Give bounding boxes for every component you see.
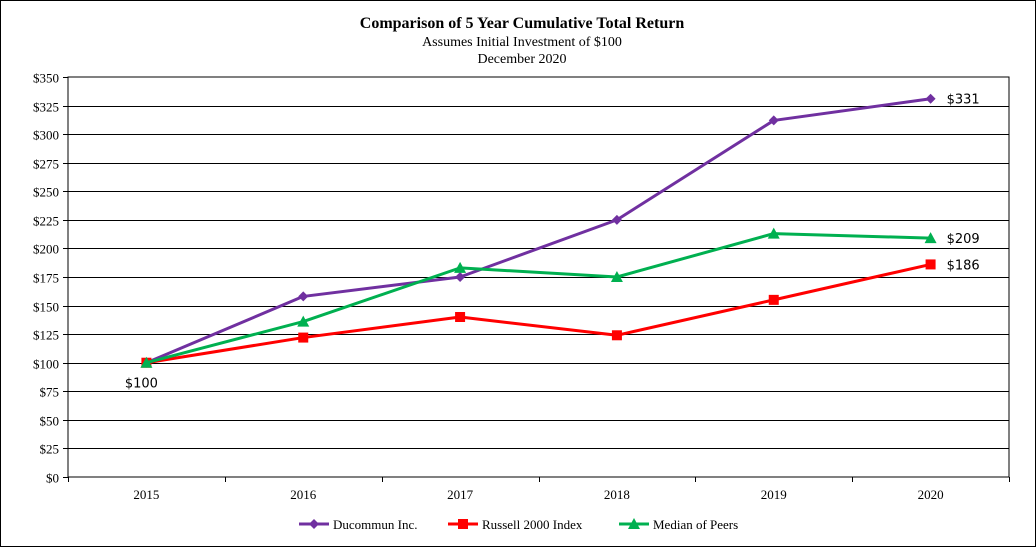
legend: Ducommun Inc. Russell 2000 Index Median of… bbox=[299, 517, 738, 532]
data-labels: $331 $209 $186 $100 bbox=[125, 93, 980, 392]
chart-subtitle-line-2: December 2020 bbox=[477, 52, 566, 67]
data-point-marker bbox=[610, 271, 623, 282]
y-tick-label: $100 bbox=[33, 357, 59, 372]
data-point-marker bbox=[298, 291, 309, 302]
data-point-marker bbox=[455, 272, 466, 282]
data-point-marker bbox=[611, 214, 622, 225]
data-point-marker bbox=[768, 294, 779, 305]
data-label: $100 bbox=[125, 377, 158, 392]
chart-subtitle-line-1: Assumes Initial Investment of $100 bbox=[422, 35, 622, 50]
data-point-marker bbox=[611, 330, 622, 341]
data-point-marker bbox=[454, 261, 467, 273]
legend-item: Ducommun Inc. bbox=[299, 517, 417, 532]
y-tick-label: $200 bbox=[33, 242, 59, 257]
y-tick-label: $325 bbox=[33, 100, 59, 115]
y-tick-label: $0 bbox=[46, 471, 59, 486]
data-point-marker bbox=[768, 115, 779, 126]
y-tick-label: $125 bbox=[33, 328, 59, 343]
data-point-marker bbox=[140, 356, 153, 368]
series-line bbox=[146, 262, 931, 365]
x-tick-label: 2018 bbox=[604, 487, 630, 502]
y-tick-label: $175 bbox=[33, 271, 59, 286]
x-tick-label: 2017 bbox=[447, 487, 474, 502]
x-tick-label: 2015 bbox=[133, 487, 159, 502]
y-tick-label: $275 bbox=[33, 157, 59, 172]
series-2 bbox=[140, 227, 937, 368]
y-tick-label: $25 bbox=[40, 442, 60, 457]
legend-marker bbox=[458, 519, 468, 529]
y-tick-label: $75 bbox=[40, 385, 60, 400]
data-label: $331 bbox=[947, 93, 980, 108]
y-tick-label: $300 bbox=[33, 128, 59, 143]
y-tick-label: $250 bbox=[33, 185, 59, 200]
data-point-marker bbox=[455, 312, 466, 322]
y-tick-label: $150 bbox=[33, 300, 59, 315]
data-point-marker bbox=[924, 232, 937, 244]
data-point-marker bbox=[925, 259, 936, 270]
gridlines bbox=[67, 76, 1010, 478]
legend-marker bbox=[309, 519, 319, 529]
series-line bbox=[145, 97, 931, 365]
x-tick-label: 2016 bbox=[290, 487, 317, 502]
axes: $0 $25 $50 $75 $100 $125 $150 $175 $200 $225 $250 $… bbox=[33, 71, 1010, 502]
data-point-marker bbox=[925, 93, 936, 104]
y-tick-label: $350 bbox=[33, 71, 59, 86]
legend-label: Median of Peers bbox=[653, 517, 738, 532]
legend-label: Ducommun Inc. bbox=[333, 517, 417, 532]
legend-item: Median of Peers bbox=[619, 517, 738, 532]
data-point-marker bbox=[767, 227, 780, 239]
series-line bbox=[146, 232, 931, 365]
y-tick-label: $50 bbox=[40, 414, 60, 429]
y-tick-label: $225 bbox=[33, 214, 59, 229]
data-point-marker bbox=[298, 332, 309, 343]
legend-item: Russell 2000 Index bbox=[448, 517, 583, 532]
legend-marker bbox=[628, 518, 640, 529]
data-label: $209 bbox=[947, 232, 980, 247]
legend-label: Russell 2000 Index bbox=[482, 517, 583, 532]
chart-title: Comparison of 5 Year Cumulative Total Re… bbox=[360, 15, 685, 32]
x-tick-label: 2020 bbox=[918, 487, 944, 502]
series-lines bbox=[140, 93, 937, 368]
x-tick-label: 2019 bbox=[761, 487, 787, 502]
data-point-marker bbox=[297, 315, 310, 327]
data-label: $186 bbox=[947, 258, 980, 273]
